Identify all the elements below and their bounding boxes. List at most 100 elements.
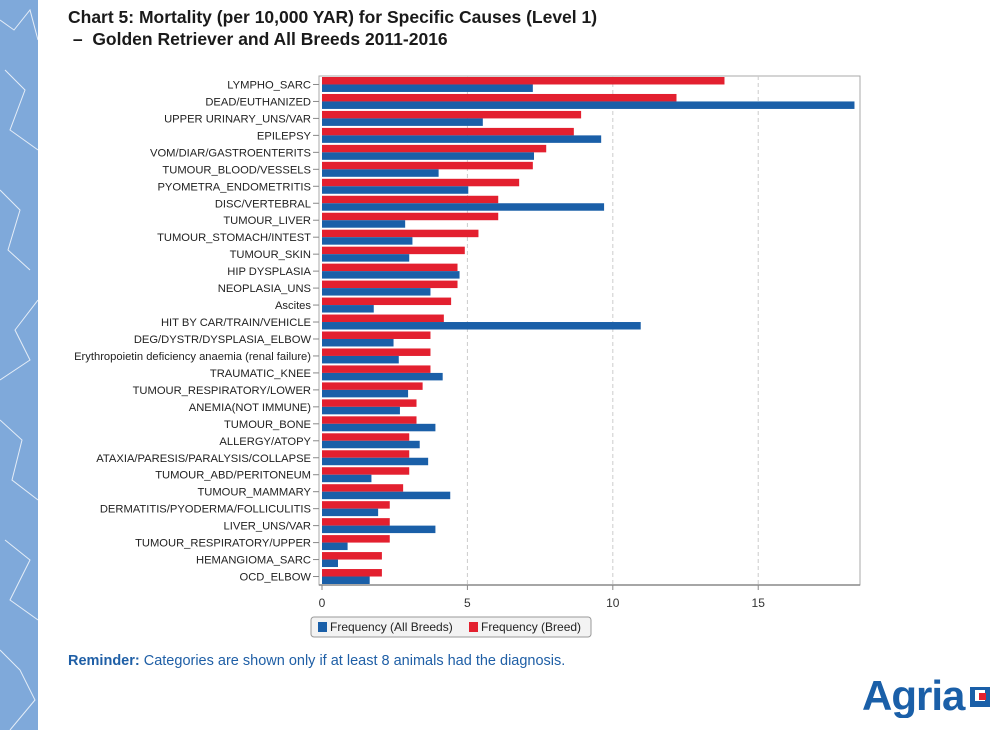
bar-breed <box>322 365 431 373</box>
bar-breed <box>322 144 547 153</box>
bar-all-breeds <box>322 101 855 109</box>
bar-breed <box>322 93 677 102</box>
category-label: OCD_ELBOW <box>240 572 312 584</box>
category-label: DERMATITIS/PYODERMA/FOLLICULITIS <box>100 504 311 516</box>
category-label: DEAD/EUTHANIZED <box>205 96 311 108</box>
decorative-side-strip <box>0 0 39 731</box>
bar-breed <box>322 501 390 509</box>
category-label: TUMOUR_LIVER <box>223 215 311 227</box>
bar-all-breeds <box>322 84 533 92</box>
bar-breed <box>322 467 410 475</box>
bar-breed <box>322 246 465 255</box>
bar-all-breeds <box>322 576 370 584</box>
bar-all-breeds <box>322 372 443 381</box>
bar-breed <box>322 552 382 560</box>
x-tick-label: 15 <box>752 596 766 610</box>
bar-breed <box>322 110 582 119</box>
category-label: EPILEPSY <box>257 130 312 142</box>
bar-breed <box>322 433 410 441</box>
bar-breed <box>322 535 390 543</box>
category-label: Erythropoietin deficiency anaemia (renal… <box>74 351 311 363</box>
title-line-2: – Golden Retriever and All Breeds 2011-2… <box>68 29 448 49</box>
bar-breed <box>322 127 574 136</box>
bar-breed <box>322 484 404 492</box>
bar-breed <box>322 382 423 390</box>
bar-breed <box>322 212 499 221</box>
bar-breed <box>322 280 458 289</box>
category-label: TUMOUR_STOMACH/INTEST <box>157 232 311 244</box>
category-label: DEG/DYSTR/DYSPLASIA_ELBOW <box>134 334 312 346</box>
bar-breed <box>322 569 382 577</box>
decorative-pattern <box>0 8 39 731</box>
category-label: TUMOUR_RESPIRATORY/LOWER <box>133 385 311 397</box>
category-label: TUMOUR_MAMMARY <box>197 487 311 499</box>
legend-label-all-breeds: Frequency (All Breeds) <box>330 620 453 634</box>
bar-breed <box>322 416 417 424</box>
bar-breed <box>322 348 431 356</box>
bar-breed <box>322 399 417 407</box>
bar-all-breeds <box>322 491 451 500</box>
category-label: LIVER_UNS/VAR <box>224 521 311 533</box>
bar-chart: 0 5 10 15 LYMPHO_SARC DEAD/EUTHANIZED UPPER UR… <box>74 75 861 638</box>
bar-all-breeds <box>322 288 431 296</box>
category-label: LYMPHO_SARC <box>227 79 311 91</box>
bar-breed <box>322 178 520 187</box>
bar-all-breeds <box>322 152 535 160</box>
reminder-text: Categories are shown only if at least 8 … <box>139 653 566 669</box>
bar-all-breeds <box>322 542 348 551</box>
category-label: NEOPLASIA_UNS <box>218 283 311 295</box>
reminder-note: Reminder: Categories are shown only if a… <box>68 653 565 669</box>
bar-all-breeds <box>322 254 410 262</box>
legend-box <box>310 616 592 638</box>
bar-all-breeds <box>322 559 338 568</box>
bar-all-breeds <box>322 406 400 415</box>
bar-breed <box>322 161 533 170</box>
category-label: ALLERGY/ATOPY <box>219 436 311 448</box>
bar-all-breeds <box>322 423 436 432</box>
bar-all-breeds <box>322 220 406 228</box>
bar-all-breeds <box>322 186 469 194</box>
category-label: HIP DYSPLASIA <box>227 266 311 278</box>
category-label: Ascites <box>275 300 311 312</box>
legend: Frequency (All Breeds) Frequency (Breed) <box>310 616 592 638</box>
bar-all-breeds <box>322 237 413 245</box>
category-label: TUMOUR_BLOOD/VESSELS <box>162 164 311 176</box>
bar-all-breeds <box>322 322 641 330</box>
category-label: ANEMIA(NOT IMMUNE) <box>189 402 312 414</box>
category-label: TUMOUR_RESPIRATORY/UPPER <box>135 538 311 550</box>
bar-breed <box>322 263 458 272</box>
bar-breed <box>322 314 444 323</box>
category-label: HEMANGIOMA_SARC <box>196 555 311 567</box>
bar-breed <box>322 229 479 238</box>
bar-all-breeds <box>322 440 420 449</box>
category-label: PYOMETRA_ENDOMETRITIS <box>157 181 311 193</box>
category-label: HIT BY CAR/TRAIN/VEHICLE <box>161 317 311 329</box>
bar-breed <box>322 450 410 458</box>
bar-all-breeds <box>322 135 602 143</box>
category-label: TUMOUR_SKIN <box>230 249 311 261</box>
x-tick-label: 5 <box>464 596 471 610</box>
category-label: TUMOUR_ABD/PERITONEUM <box>155 470 311 482</box>
reminder-label: Reminder: <box>68 653 140 669</box>
category-label: ATAXIA/PARESIS/PARALYSIS/COLLAPSE <box>96 453 311 465</box>
bar-all-breeds <box>322 169 439 177</box>
bar-breed <box>322 518 390 526</box>
plot-area <box>318 75 861 586</box>
bar-breed <box>322 195 499 204</box>
bar-all-breeds <box>322 457 429 466</box>
bar-all-breeds <box>322 203 605 211</box>
bar-breed <box>322 297 452 306</box>
bar-all-breeds <box>322 118 483 126</box>
bar-all-breeds <box>322 389 409 398</box>
bar-all-breeds <box>322 305 374 313</box>
agria-logo: Agria <box>862 672 990 718</box>
bar-all-breeds <box>322 508 379 517</box>
title-line-1: Chart 5: Mortality (per 10,000 YAR) for … <box>68 7 598 27</box>
category-label: TRAUMATIC_KNEE <box>210 368 311 380</box>
category-label: TUMOUR_BONE <box>224 419 311 431</box>
legend-swatch-breed <box>469 622 478 632</box>
category-label: DISC/VERTEBRAL <box>215 198 311 210</box>
legend-swatch-all-breeds <box>318 622 327 632</box>
legend-label-breed: Frequency (Breed) <box>481 620 581 634</box>
x-tick-label: 0 <box>319 596 326 610</box>
